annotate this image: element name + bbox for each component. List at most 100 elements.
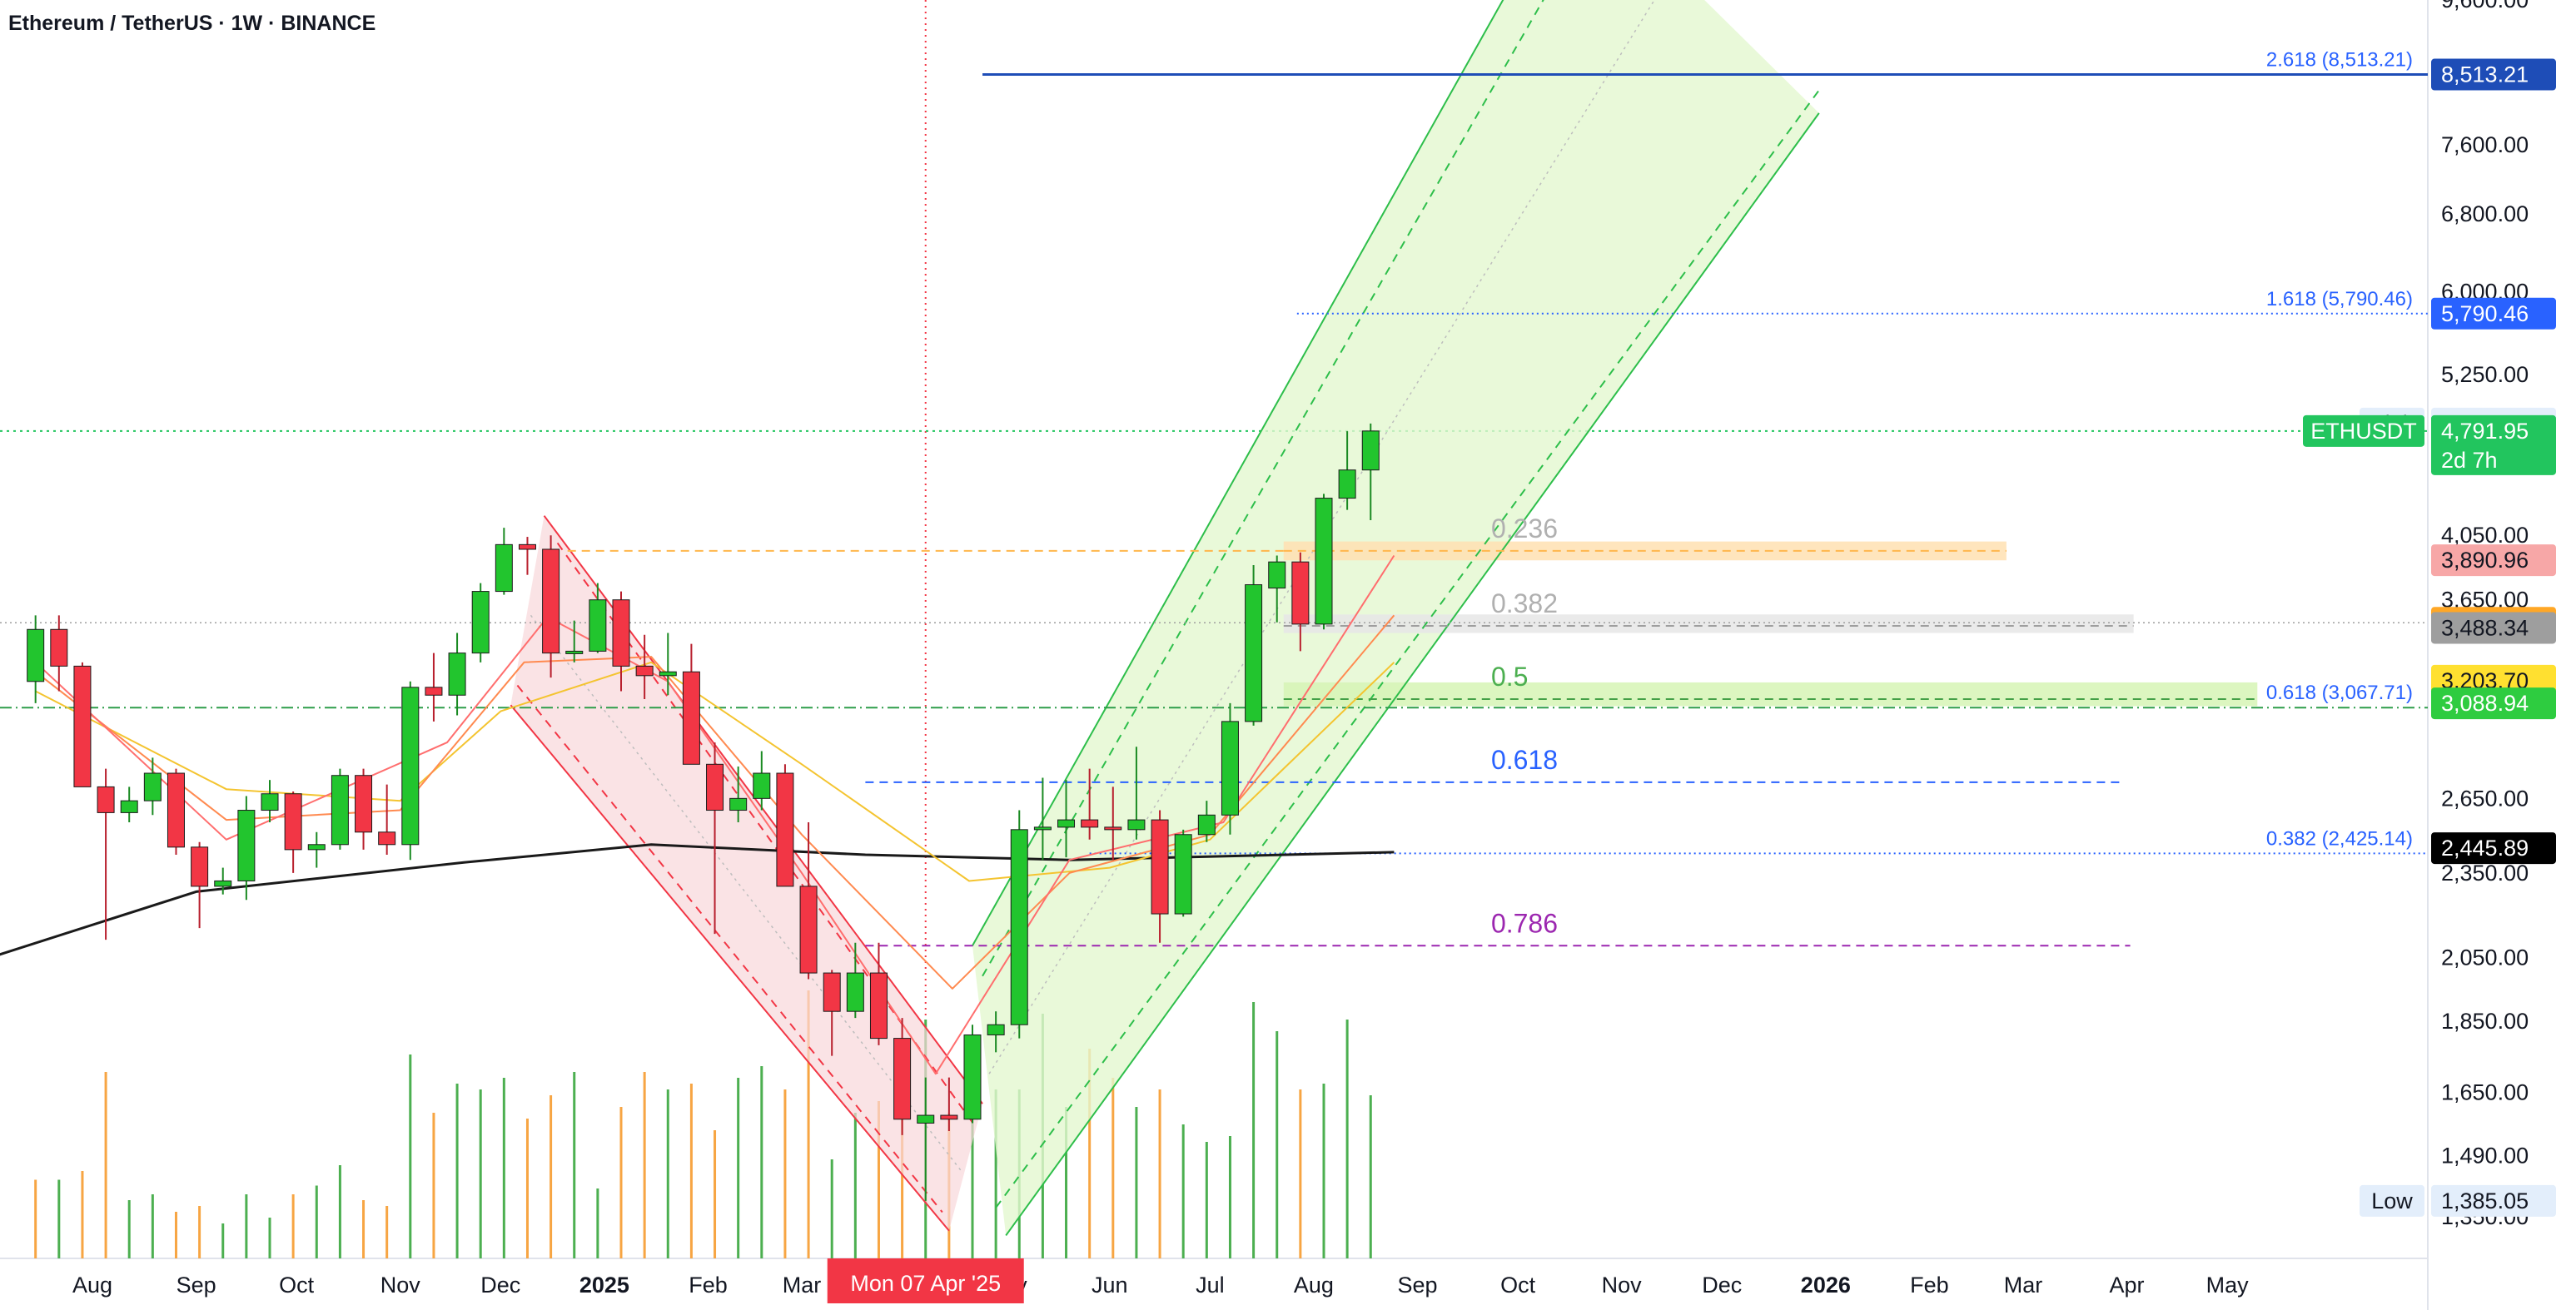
candle — [1221, 702, 1239, 835]
candle-body — [1174, 834, 1192, 915]
candle — [331, 768, 349, 850]
down-channel-lower — [510, 704, 950, 1232]
tag-2445-box — [2431, 832, 2556, 865]
volume-bar — [34, 1179, 37, 1258]
volume-bar — [783, 1089, 787, 1258]
candles[interactable] — [27, 423, 1380, 1201]
candle — [659, 633, 677, 696]
candle-body — [706, 763, 724, 811]
candle — [869, 942, 888, 1045]
candle-body — [1245, 584, 1263, 722]
ext-label-0: 2.618 (8,513.21) — [2266, 49, 2413, 72]
candle-body — [846, 972, 864, 1012]
candle — [214, 867, 232, 895]
volume-bar — [315, 1185, 318, 1258]
candle — [448, 633, 466, 716]
candle — [495, 528, 513, 595]
fib-band-0-5 — [1283, 682, 2258, 707]
tag-5790-box — [2431, 297, 2556, 330]
candle-body — [214, 880, 232, 887]
candle — [1315, 494, 1333, 630]
tag-last-box — [2431, 414, 2556, 475]
candle — [565, 620, 584, 662]
candle — [940, 1077, 958, 1132]
up-channel-upper-dash — [982, 0, 1544, 977]
candle-body — [73, 665, 92, 787]
candle-body — [823, 972, 841, 1012]
candle — [191, 841, 209, 929]
price-tick-label: 6,800.00 — [2441, 201, 2529, 226]
candle — [729, 766, 748, 823]
candle-body — [495, 543, 513, 593]
candle — [261, 780, 279, 823]
candle — [1104, 786, 1122, 861]
tag-low-box — [2431, 1184, 2556, 1217]
candle-body — [1081, 819, 1099, 828]
tag-8513-text: 8,513.21 — [2441, 62, 2529, 87]
price-tick-label: 9,600.00 — [2441, 0, 2529, 12]
candle — [1127, 747, 1146, 840]
price-axis[interactable]: 9,600.007,600.006,800.006,000.005,250.00… — [2441, 0, 2529, 1229]
volume-bar — [502, 1078, 505, 1258]
volume-bar — [1065, 1107, 1068, 1258]
candle — [753, 751, 771, 811]
tag-3488-box — [2431, 612, 2556, 644]
candle — [1268, 555, 1286, 623]
volume-bar — [174, 1212, 177, 1258]
candle-body — [191, 846, 209, 887]
candle — [1174, 829, 1192, 917]
candle — [776, 764, 794, 887]
candle-body — [635, 665, 654, 677]
candle — [73, 662, 92, 787]
candle — [1245, 565, 1263, 726]
volume-bar — [1228, 1136, 1231, 1258]
candle-body — [612, 599, 630, 667]
candle-body — [565, 650, 584, 654]
candle-body — [401, 687, 420, 846]
price-tick-label: 2,050.00 — [2441, 945, 2529, 970]
volume-bar — [1369, 1095, 1372, 1258]
candle — [50, 615, 68, 692]
time-tick-label: Dec — [480, 1273, 520, 1298]
volume-bar — [268, 1218, 271, 1258]
candle-body — [893, 1038, 912, 1120]
candle — [1081, 768, 1099, 840]
time-tick-label: May — [2206, 1273, 2250, 1298]
volume-bars — [34, 990, 1372, 1258]
volume-bar — [619, 1107, 623, 1258]
candle-body — [97, 786, 115, 813]
volume-bar — [385, 1206, 389, 1258]
volume-bar — [127, 1200, 131, 1258]
candle-body — [50, 628, 68, 667]
candle-body — [589, 599, 607, 652]
time-tick-label: Oct — [1500, 1273, 1536, 1298]
candle-body — [1291, 561, 1310, 625]
time-axis[interactable]: Aug Sep Oct Nov Dec 2025 Feb Mar May Jun Jul Aug Sep… — [72, 1258, 2249, 1303]
candle-body — [1361, 430, 1380, 471]
candle — [542, 535, 560, 678]
candle — [1361, 423, 1380, 521]
price-tick-label: 2,650.00 — [2441, 786, 2529, 811]
candle-body — [167, 772, 185, 848]
candle — [355, 768, 373, 850]
volume-bar — [1276, 1031, 1279, 1258]
candle — [143, 757, 162, 816]
tag-3488-text: 3,488.34 — [2441, 615, 2529, 640]
time-tick-label: Sep — [177, 1273, 216, 1298]
candle — [401, 681, 420, 861]
candle-body — [659, 671, 677, 677]
fib-band-0-382 — [1283, 614, 2134, 633]
up-channel-mid — [988, 0, 1655, 1074]
volume-bar — [994, 1089, 997, 1258]
candle — [987, 1011, 1005, 1053]
candle — [1291, 552, 1310, 652]
time-tick-label: 2025 — [579, 1273, 629, 1298]
tag-last-text: 4,791.95 — [2441, 419, 2529, 444]
candle-body — [1151, 819, 1169, 915]
volume-bar — [877, 1101, 880, 1258]
candle — [237, 796, 256, 901]
volume-bar — [596, 1188, 599, 1258]
candle — [1338, 431, 1356, 510]
